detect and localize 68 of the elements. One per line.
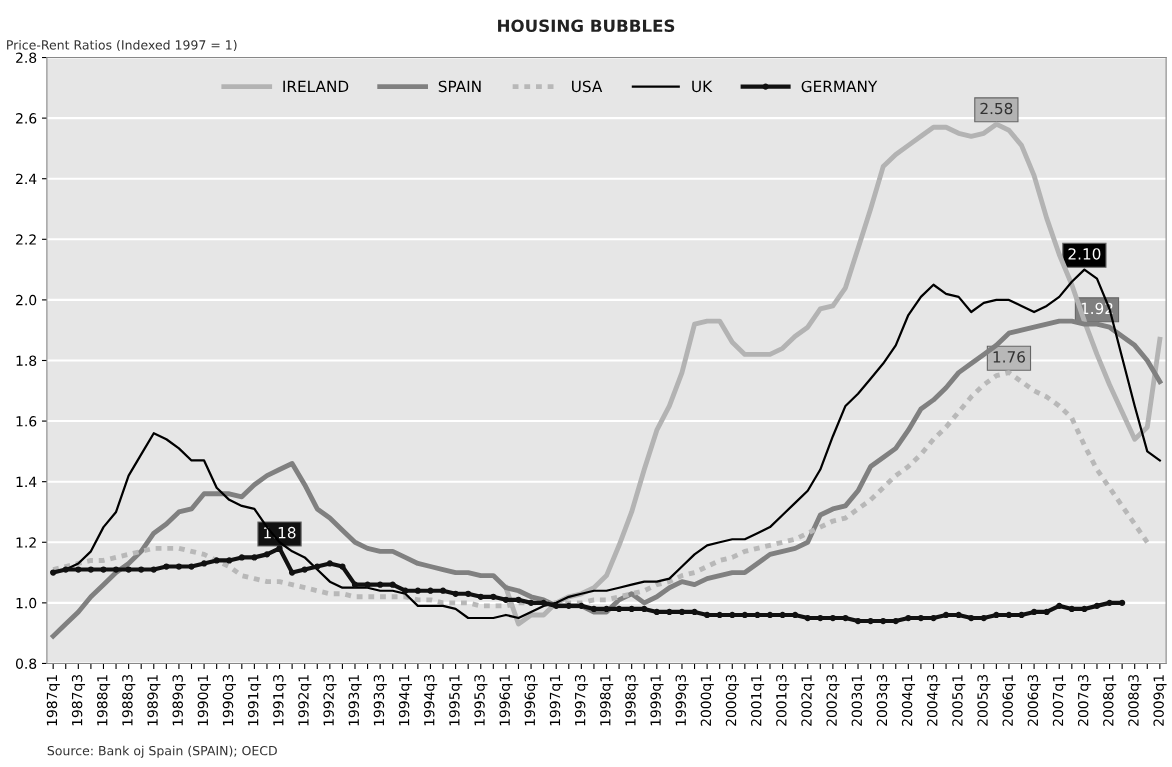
y-tick-label: 2.6 [16, 113, 37, 124]
legend-label: IRELAND [283, 80, 349, 92]
x-tick-label: 1993q1 [348, 675, 362, 726]
y-axis-title: Price-Rent Ratios (Indexed 1997 = 1) [7, 39, 237, 52]
x-tick-label: 2005q1 [952, 675, 966, 726]
x-tick-label: 1991q3 [273, 674, 287, 726]
x-tick-label: 1996q1 [499, 675, 513, 726]
x-tick-label: 2007q3 [1077, 674, 1092, 726]
y-tick-label: 1.2 [16, 537, 36, 548]
y-tick-label: 0.8 [15, 658, 37, 669]
x-tick-label: 1998q1 [600, 675, 614, 726]
source-note: Source: Bank oj Spain (SPAIN); OECD [47, 745, 277, 758]
x-tick-label: 2004q1 [901, 675, 916, 726]
x-tick-label: 1987q3 [71, 674, 86, 726]
data-label: 2.10 [1068, 248, 1101, 260]
x-tick-label: 2007q1 [1052, 675, 1066, 726]
x-tick-label: 1989q1 [147, 675, 161, 726]
x-tick-label: 1990q3 [222, 674, 236, 726]
legend-label: GERMANY [801, 80, 878, 93]
x-tick-label: 1997q3 [574, 674, 589, 726]
x-tick-label: 1993q3 [373, 674, 387, 726]
x-tick-label: 1998q3 [625, 674, 639, 726]
x-tick-label: 2003q3 [876, 674, 890, 726]
x-tick-label: 1988q1 [97, 675, 111, 726]
y-tick-label: 2.8 [16, 52, 37, 63]
x-tick-label: 2005q3 [977, 674, 991, 726]
x-tick-label: 1987q1 [46, 675, 60, 726]
x-tick-label: 1989q3 [172, 674, 186, 726]
x-tick-label: 1996q3 [524, 674, 538, 726]
legend-label: UK [692, 80, 713, 93]
data-label: 2.58 [980, 102, 1013, 115]
x-tick-label: 2008q1 [1103, 675, 1117, 726]
x-tick-label: 2000q1 [700, 675, 714, 726]
y-tick-label: 1.8 [16, 355, 37, 366]
legend-label: SPAIN [438, 80, 481, 93]
x-tick-label: 2008q3 [1128, 674, 1142, 726]
y-tick-label: 1.6 [16, 416, 37, 427]
y-tick-label: 1.4 [16, 476, 37, 487]
x-tick-label: 1999q3 [675, 674, 689, 726]
x-tick-label: 2006q1 [1002, 675, 1016, 726]
x-tick-label: 2000q3 [725, 674, 739, 726]
x-tick-label: 2004q3 [927, 674, 941, 726]
x-tick-label: 1994q1 [398, 675, 413, 726]
x-tick-label: 1994q3 [423, 674, 438, 726]
legend-label: USA [572, 80, 603, 93]
x-tick-label: 2001q3 [776, 674, 790, 726]
x-tick-label: 2006q3 [1027, 674, 1041, 726]
x-tick-label: 1988q3 [122, 674, 136, 726]
x-tick-label: 1992q1 [298, 675, 312, 726]
y-tick-label: 2.2 [16, 234, 36, 245]
x-tick-label: 1991q1 [247, 675, 262, 726]
x-tick-label: 1995q1 [449, 675, 463, 726]
x-tick-label: 1992q3 [323, 674, 337, 726]
y-tick-label: 2.4 [16, 173, 37, 184]
y-tick-label: 2.0 [16, 294, 37, 306]
x-tick-label: 2002q1 [801, 675, 815, 726]
data-label: 1.76 [993, 351, 1025, 363]
x-tick-label: 2002q3 [826, 674, 840, 726]
x-tick-label: 1995q3 [474, 674, 488, 726]
data-label: 1.18 [264, 526, 296, 539]
x-tick-label: 2003q1 [851, 675, 865, 726]
x-tick-label: 1990q1 [197, 675, 211, 726]
x-tick-label: 1997q1 [549, 675, 563, 726]
y-tick-label: 1.0 [16, 597, 37, 609]
x-tick-label: 2001q1 [750, 675, 765, 726]
x-tick-label: 2009q1 [1153, 675, 1167, 726]
chart-title: HOUSING BUBBLES [498, 19, 675, 33]
x-tick-label: 1999q1 [650, 675, 664, 726]
